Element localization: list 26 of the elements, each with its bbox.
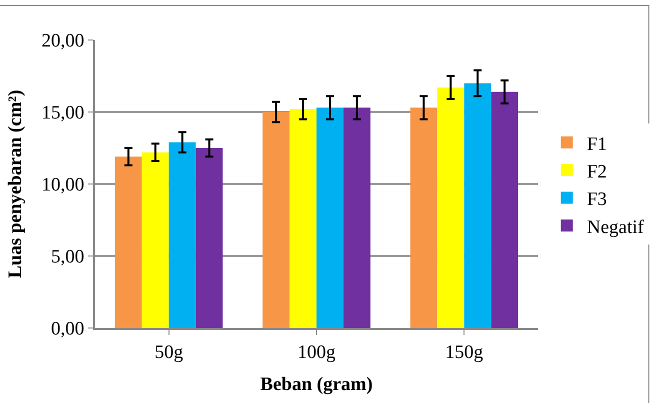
x-tick-label: 150g (445, 342, 484, 363)
y-tick-label: 0,00 (50, 318, 84, 340)
bar (290, 109, 316, 328)
bar (464, 83, 492, 328)
legend-label: Negatif (586, 216, 645, 238)
bar (316, 108, 344, 328)
bar (343, 108, 370, 328)
bar (410, 108, 438, 328)
y-tick-label: 10,00 (41, 174, 84, 196)
x-axis-title: Beban (gram) (260, 374, 373, 396)
x-tick-label: 100g (298, 342, 336, 363)
x-tick-label: 50g (154, 342, 184, 363)
bar (168, 142, 196, 328)
bar (262, 112, 290, 328)
y-tick-label: 5,00 (50, 246, 84, 268)
bar (491, 92, 518, 328)
legend-label: F1 (586, 134, 607, 155)
y-tick-label: 20,00 (41, 30, 84, 52)
legend-label: F3 (586, 189, 607, 210)
bar (437, 88, 464, 328)
y-axis-title: Luas penyebaran (cm²) (4, 90, 26, 278)
legend-label: F2 (586, 161, 607, 182)
y-tick-label: 15,00 (41, 102, 84, 124)
bar (196, 148, 223, 328)
bar (142, 152, 169, 328)
bar (114, 156, 142, 328)
